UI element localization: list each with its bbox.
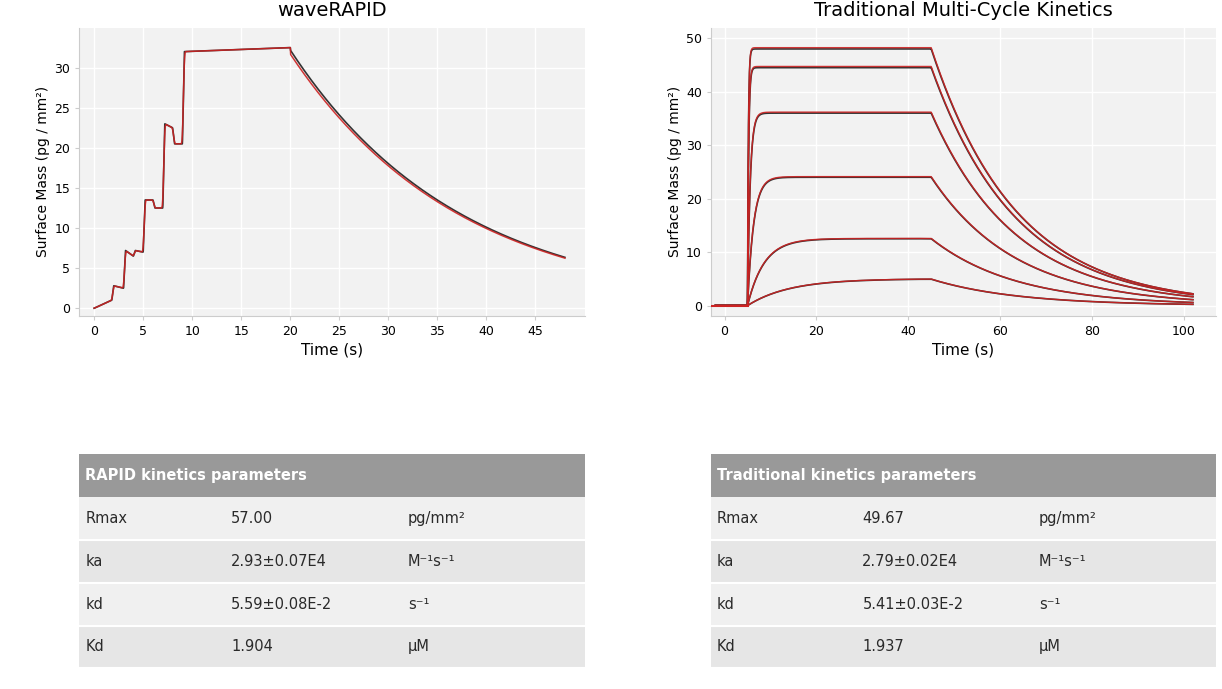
Text: M⁻¹s⁻¹: M⁻¹s⁻¹: [408, 554, 456, 569]
Bar: [711, 540, 1216, 583]
Text: Kd: Kd: [86, 639, 104, 655]
Text: M⁻¹s⁻¹: M⁻¹s⁻¹: [1039, 554, 1086, 569]
Text: 2.93±0.07E4: 2.93±0.07E4: [231, 554, 326, 569]
Title: Traditional Multi-Cycle Kinetics: Traditional Multi-Cycle Kinetics: [814, 1, 1113, 21]
Bar: [79, 583, 584, 626]
Title: waveRAPID: waveRAPID: [277, 1, 387, 21]
Text: Kd: Kd: [717, 639, 736, 655]
Y-axis label: Surface Mass (pg / mm²): Surface Mass (pg / mm²): [667, 86, 682, 258]
Bar: [711, 626, 1216, 668]
Text: Traditional kinetics parameters: Traditional kinetics parameters: [717, 469, 976, 484]
Text: kd: kd: [86, 597, 104, 612]
Text: s⁻¹: s⁻¹: [1039, 597, 1061, 612]
Text: 5.41±0.03E-2: 5.41±0.03E-2: [863, 597, 963, 612]
Text: ka: ka: [86, 554, 103, 569]
Text: Rmax: Rmax: [717, 511, 759, 526]
Bar: [79, 455, 584, 497]
Bar: [711, 497, 1216, 540]
Text: pg/mm²: pg/mm²: [408, 511, 466, 526]
Text: μM: μM: [1039, 639, 1061, 655]
Text: Rmax: Rmax: [86, 511, 127, 526]
Text: RAPID kinetics parameters: RAPID kinetics parameters: [86, 469, 308, 484]
Text: pg/mm²: pg/mm²: [1039, 511, 1097, 526]
Text: μM: μM: [408, 639, 430, 655]
Bar: [79, 497, 584, 540]
Text: ka: ka: [717, 554, 734, 569]
Y-axis label: Surface Mass (pg / mm²): Surface Mass (pg / mm²): [37, 86, 50, 258]
Bar: [79, 540, 584, 583]
Text: kd: kd: [717, 597, 734, 612]
Text: 2.79±0.02E4: 2.79±0.02E4: [863, 554, 958, 569]
Bar: [711, 583, 1216, 626]
Text: 5.59±0.08E-2: 5.59±0.08E-2: [231, 597, 332, 612]
Text: 1.937: 1.937: [863, 639, 904, 655]
Text: 1.904: 1.904: [231, 639, 273, 655]
X-axis label: Time (s): Time (s): [301, 342, 363, 358]
Text: s⁻¹: s⁻¹: [408, 597, 429, 612]
Text: 57.00: 57.00: [231, 511, 273, 526]
Bar: [79, 626, 584, 668]
Text: 49.67: 49.67: [863, 511, 904, 526]
Bar: [711, 455, 1216, 497]
X-axis label: Time (s): Time (s): [932, 342, 995, 358]
